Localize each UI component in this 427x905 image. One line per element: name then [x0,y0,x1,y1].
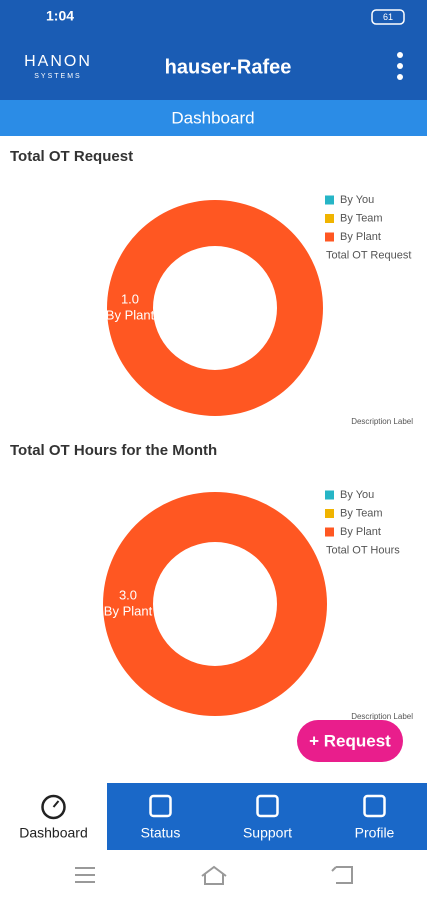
legend-swatch [325,527,334,537]
system-nav-icons [75,865,353,885]
chart-description: Description Label [351,417,413,426]
request-button[interactable] [297,720,403,762]
legend-label: By You [340,489,374,501]
legend-label: By Plant [340,526,381,538]
legend-label: By You [340,194,374,206]
nav-label[interactable]: Profile [355,825,395,841]
slice-value-label: 3.0 [119,587,137,602]
battery-level: 61 [383,12,393,22]
legend-swatch [325,195,334,205]
nav-active-bg [0,783,107,850]
status-bar [0,0,427,34]
nav-icon [41,794,66,820]
legend-dataset-label: Total OT Request [326,249,411,261]
nav-icon-needle [52,800,60,808]
charts: Total OT Request0.0By You0.0By Team1.0By… [10,148,413,721]
chart-description: Description Label [351,712,413,721]
slice-category-label: By Plant [106,307,155,322]
pie-slice [103,492,327,716]
request-label[interactable]: + Request [309,731,391,750]
app-title: hauser-Rafee [165,56,292,78]
menu-button[interactable] [397,52,403,80]
logo: HANON [24,53,92,70]
legend-label: By Team [340,212,383,224]
nav-icon [149,794,172,818]
legend-swatch [325,214,334,223]
battery-icon [371,9,405,25]
legend-label: By Plant [340,231,381,243]
app-bar [0,34,427,100]
nav-label[interactable]: Dashboard [19,825,88,841]
status-time: 1:04 [46,8,74,24]
system-nav [0,850,427,900]
logo-sub: SYSTEMS [34,73,81,80]
chart-title: Total OT Hours for the Month [10,442,217,459]
nav-icon [363,794,386,818]
slice-category-label: By Plant [104,603,153,618]
legend-swatch [325,232,334,242]
nav-label[interactable]: Support [243,825,292,841]
nav-items: Dashboard Status Support Profile [19,794,395,841]
pie-slice [107,200,323,416]
legend-swatch [325,509,334,518]
legend-swatch [325,490,334,500]
nav-label[interactable]: Status [141,825,181,841]
tab-title[interactable]: Dashboard [171,108,254,127]
legend-label: By Team [340,507,383,519]
legend-dataset-label: Total OT Hours [326,544,400,556]
nav-icon [256,794,279,818]
tab-bar [0,100,427,136]
slice-value-label: 1.0 [121,291,139,306]
chart-title: Total OT Request [10,148,133,165]
